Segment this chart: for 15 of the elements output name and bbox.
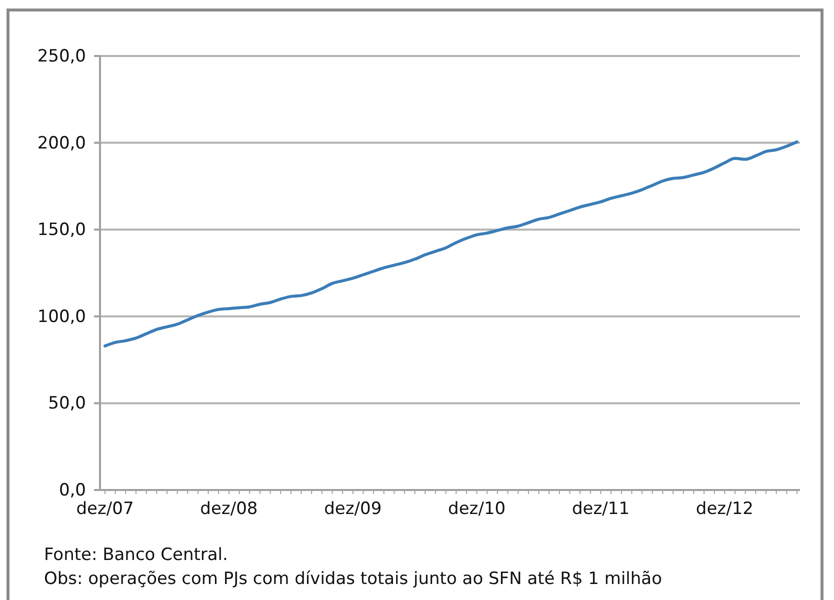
y-tick-label: 0,0 bbox=[58, 480, 86, 500]
x-tick-label: dez/08 bbox=[200, 499, 258, 520]
y-tick-label: 250,0 bbox=[37, 46, 86, 66]
x-tick-label: dez/10 bbox=[448, 499, 506, 520]
y-tick-label: 100,0 bbox=[37, 306, 86, 327]
line-series bbox=[104, 140, 798, 348]
y-tick-label: 150,0 bbox=[37, 220, 86, 240]
x-tick-label: dez/12 bbox=[696, 499, 754, 520]
y-tick-label: 50,0 bbox=[48, 394, 86, 414]
x-tick-label: dez/11 bbox=[572, 499, 630, 520]
x-tick-label: dez/09 bbox=[324, 499, 382, 520]
y-tick-label: 200,0 bbox=[37, 133, 86, 154]
source-note: Fonte: Banco Central. bbox=[44, 545, 228, 565]
text: Obs: operações com PJs com dívidas totais junto ao SFN até R$ 1 milhão bbox=[44, 569, 662, 589]
x-tick-label: dez/07 bbox=[76, 499, 134, 520]
